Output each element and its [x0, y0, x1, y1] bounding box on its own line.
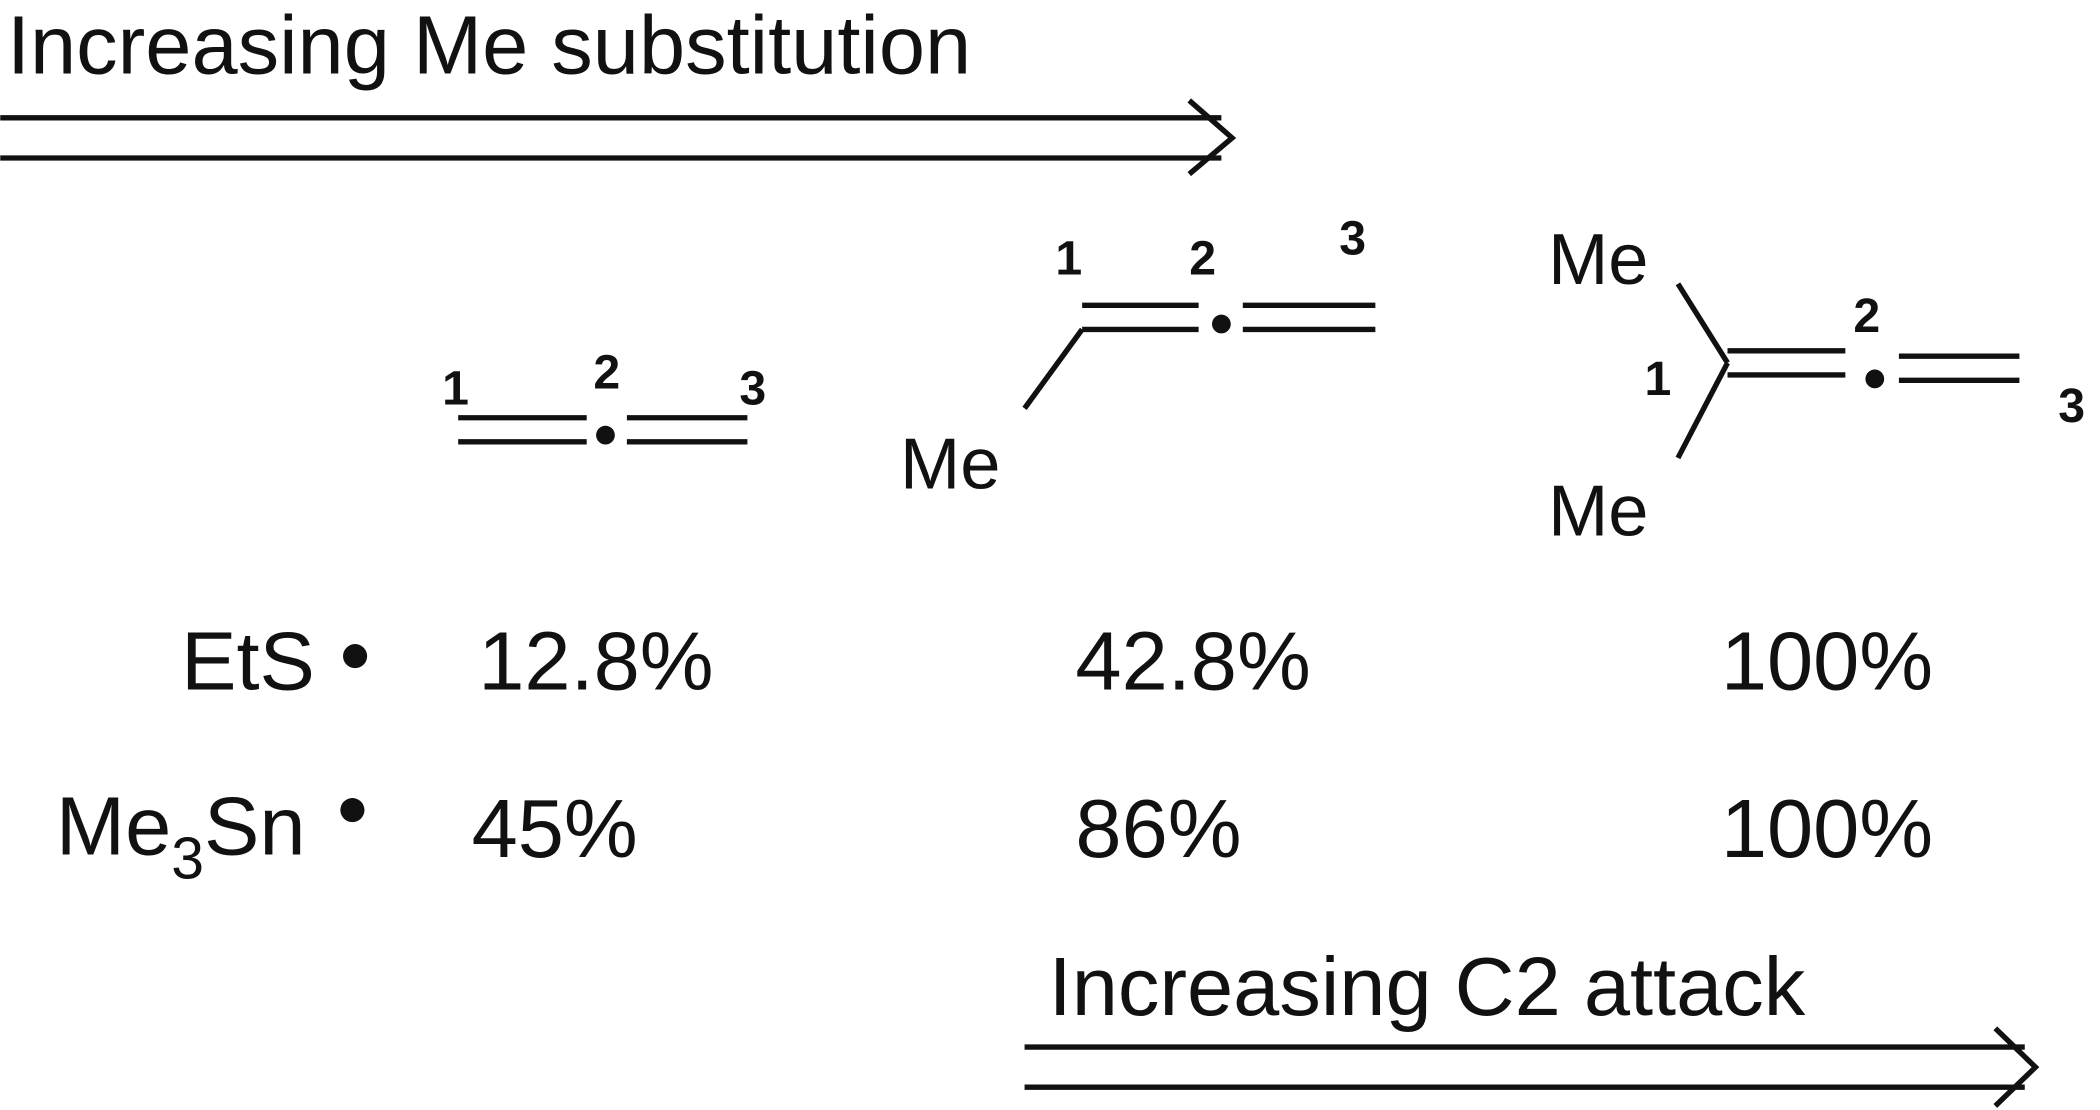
radical-name: Sn: [204, 779, 306, 872]
radical-dot: [340, 798, 365, 823]
radical-label: EtS: [181, 615, 315, 708]
atom-number: 2: [593, 345, 620, 399]
arrow-label: Increasing C2 attack: [1049, 940, 1806, 1033]
structure: 1 2 3 Me: [900, 211, 1376, 505]
substituent: Me: [900, 425, 1000, 505]
radical-dot: [343, 644, 368, 669]
double-arrow: [0, 98, 1237, 177]
atom-number: 3: [2058, 379, 2085, 433]
atom-number: 3: [739, 361, 766, 415]
atom-number: 3: [1339, 211, 1366, 265]
substituent: Me: [1548, 472, 1648, 552]
percentage: 100%: [1721, 615, 1933, 708]
subscript: 3: [171, 826, 204, 891]
radical-name: Me: [56, 779, 171, 872]
atom-number: 2: [1189, 231, 1216, 285]
atom-number: 1: [442, 361, 469, 415]
double-arrow: [1024, 1026, 2040, 1108]
substituent: Me: [1548, 220, 1648, 300]
structure: Me Me 1 2 3: [1548, 220, 2085, 552]
atom-number: 1: [1055, 231, 1082, 285]
arrow-label: Increasing Me substitution: [7, 0, 971, 92]
atom-number: 2: [1853, 289, 1880, 343]
radical-label: Me3Sn: [56, 779, 306, 891]
percentage: 42.8%: [1075, 615, 1310, 708]
percentage: 12.8%: [478, 615, 713, 708]
percentage: 45%: [472, 782, 638, 875]
percentage: 100%: [1721, 782, 1933, 875]
atom-number: 1: [1644, 352, 1671, 406]
structure: 1 2 3: [442, 345, 766, 445]
percentage: 86%: [1075, 782, 1241, 875]
radical-name: EtS: [181, 615, 315, 708]
